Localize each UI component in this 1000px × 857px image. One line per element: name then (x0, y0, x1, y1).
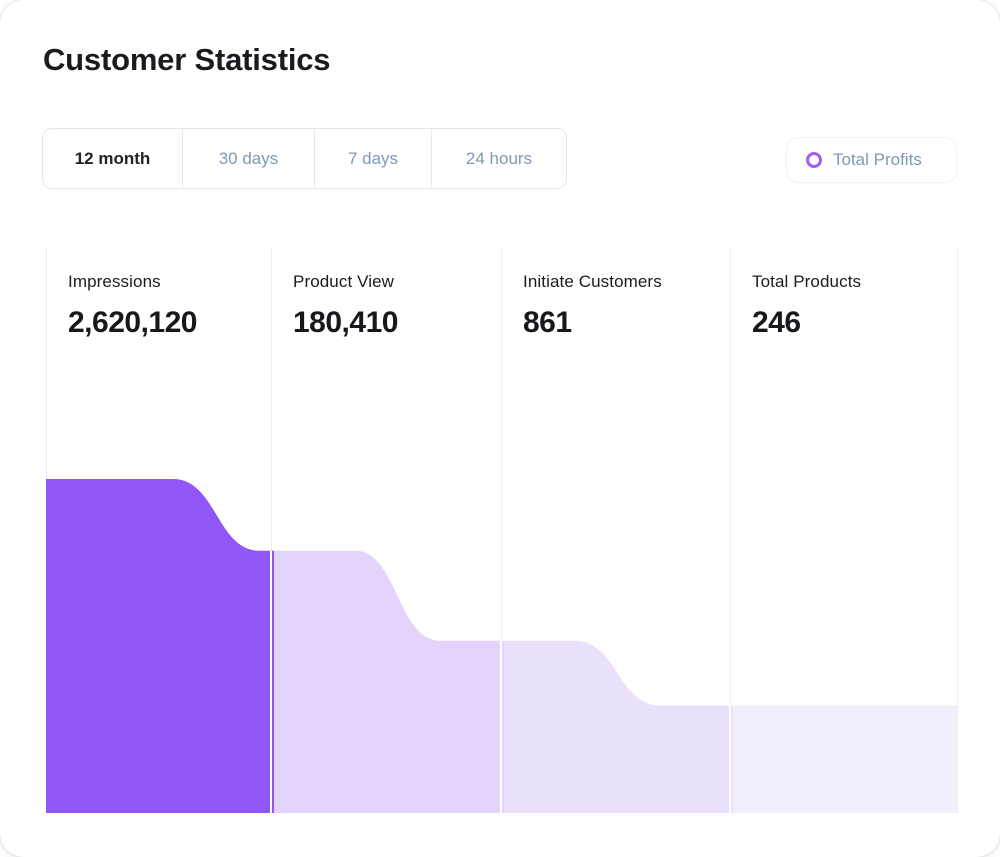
grid-line (271, 248, 272, 813)
time-range-tabs: 12 month 30 days 7 days 24 hours (42, 128, 567, 189)
total-profits-legend-toggle[interactable]: Total Profits (786, 137, 957, 183)
stat-initiate-customers: Initiate Customers 861 (523, 272, 728, 340)
grid-line (957, 248, 958, 813)
stat-product-view: Product View 180,410 (293, 272, 498, 340)
funnel-chart (46, 479, 957, 813)
tab-24-hours[interactable]: 24 hours (465, 148, 533, 168)
page-title: Customer Statistics (43, 42, 331, 77)
tab-12-month[interactable]: 12 month (43, 129, 183, 188)
stat-value: 2,620,120 (68, 306, 197, 339)
grid-line (730, 248, 731, 813)
grid-line (501, 248, 502, 813)
legend-label: Total Profits (833, 150, 922, 169)
tab-7-days[interactable]: 7 days (315, 129, 432, 188)
stat-value: 180,410 (293, 306, 398, 339)
stat-label: Product View (293, 272, 395, 291)
stat-label: Initiate Customers (523, 272, 662, 291)
stat-value: 861 (523, 306, 572, 339)
tab-30-days[interactable]: 30 days (183, 129, 315, 188)
stat-value: 246 (752, 306, 801, 339)
stat-impressions: Impressions 2,620,120 (68, 272, 273, 340)
stat-label: Impressions (68, 272, 161, 291)
stat-total-products: Total Products 246 (752, 272, 957, 340)
stat-label: Total Products (752, 272, 862, 291)
ring-icon (806, 152, 822, 168)
